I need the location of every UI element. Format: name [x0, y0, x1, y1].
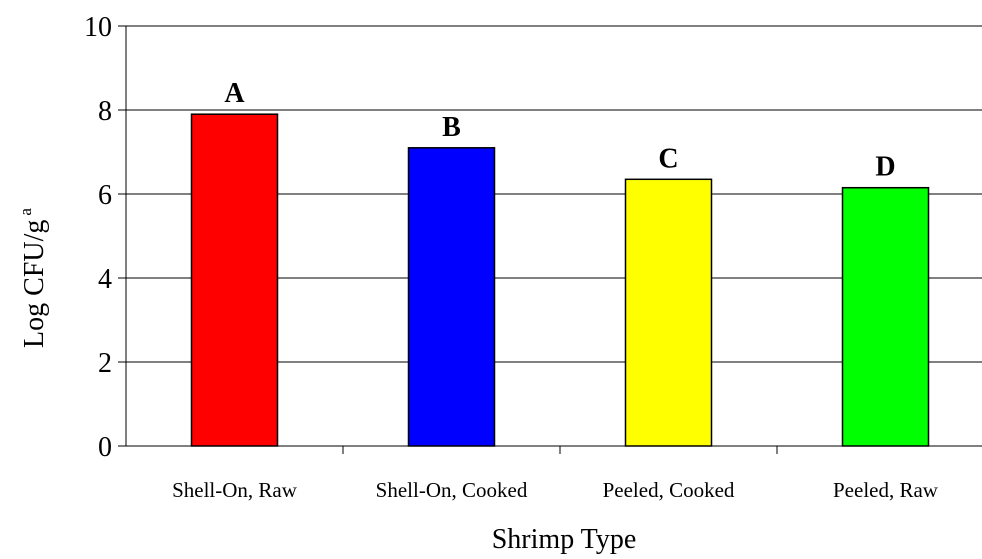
bar-data-label: D: [875, 152, 895, 183]
bar-data-label: A: [224, 78, 245, 109]
data-labels: A B C D: [224, 78, 895, 183]
x-axis-title: Shrimp Type: [492, 524, 637, 555]
y-tick-label: 8: [98, 96, 112, 127]
bar-data-label: B: [442, 112, 461, 143]
y-tick-label: 6: [98, 180, 112, 211]
bar: [407, 147, 496, 447]
y-axis-title: Log CFU/g a: [16, 208, 50, 348]
y-tick-label: 4: [98, 264, 112, 295]
x-tick-label: Shell-On, Raw: [172, 478, 298, 502]
bar-data-label: C: [658, 143, 678, 174]
y-tick-label: 10: [84, 12, 112, 43]
x-tick-label: Shell-On, Cooked: [376, 478, 528, 502]
y-tick-label: 2: [98, 348, 112, 379]
x-tick-labels: Shell-On, Raw Shell-On, Cooked Peeled, Coo…: [172, 478, 939, 502]
axes: [118, 25, 982, 454]
y-axis-title-main: Log CFU/g: [19, 220, 50, 348]
bar: [841, 186, 930, 447]
bars: [190, 113, 930, 447]
x-tick-label: Peeled, Cooked: [603, 478, 735, 502]
y-tick-label: 0: [98, 432, 112, 463]
x-tick-label: Peeled, Raw: [833, 478, 939, 502]
bar: [624, 178, 713, 447]
bar: [190, 113, 279, 447]
y-tick-labels: 0 2 4 6 8 10: [84, 12, 112, 463]
y-axis-title-superscript: a: [16, 208, 35, 216]
